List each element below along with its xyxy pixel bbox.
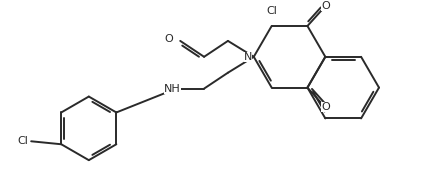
Text: N: N xyxy=(244,52,252,62)
Text: O: O xyxy=(321,102,330,112)
Text: NH: NH xyxy=(164,84,181,94)
Text: Cl: Cl xyxy=(18,136,29,146)
Text: O: O xyxy=(321,1,330,11)
Text: Cl: Cl xyxy=(266,6,277,16)
Text: O: O xyxy=(164,34,173,44)
